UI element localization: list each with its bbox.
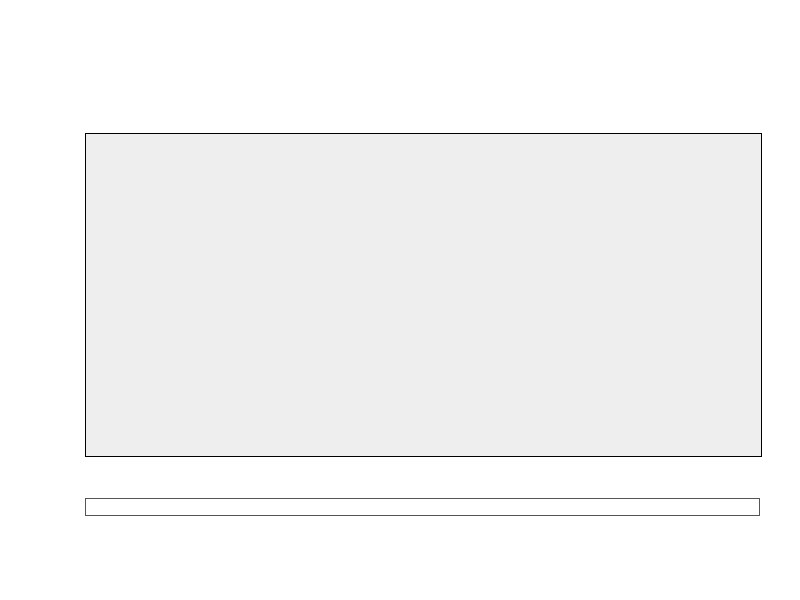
colorbar <box>85 498 760 516</box>
colorbar-swatches <box>85 498 760 516</box>
y-axis-labels <box>20 0 78 600</box>
mixed-layer-depth-heatmap <box>86 134 761 456</box>
map-plot-area <box>85 133 762 457</box>
